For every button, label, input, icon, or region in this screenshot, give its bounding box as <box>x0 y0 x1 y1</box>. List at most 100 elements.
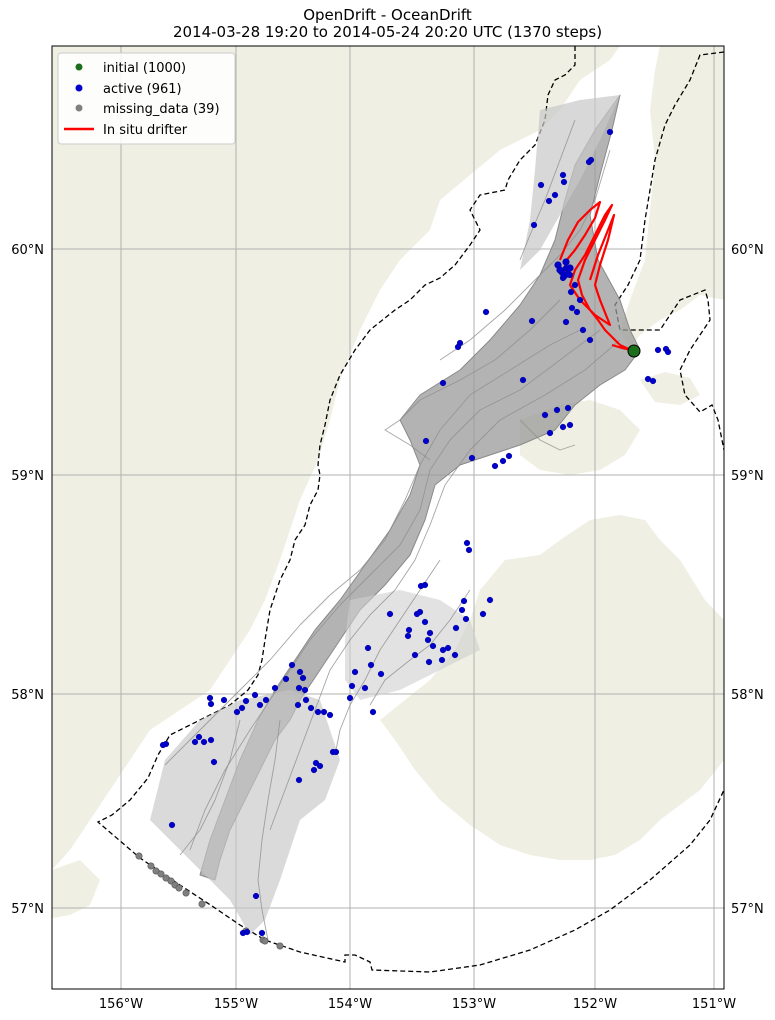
latitude-labels-right: 60°N 59°N 58°N 57°N <box>731 243 764 917</box>
active-particle <box>238 704 246 712</box>
active-particle <box>314 708 322 716</box>
active-particle <box>438 656 446 664</box>
active-particle <box>207 736 215 744</box>
missing-data-particle <box>198 900 206 908</box>
active-particle <box>262 696 270 704</box>
missing-data-particle <box>175 884 183 892</box>
active-particle <box>159 741 167 749</box>
land-kenai <box>620 46 724 350</box>
active-particle <box>649 377 657 385</box>
active-particle <box>296 668 304 676</box>
trajectory-line <box>257 719 281 941</box>
lon-label: 153°W <box>452 997 496 1012</box>
active-particle <box>332 748 340 756</box>
missing-data-particle <box>135 852 143 860</box>
active-particle <box>556 266 564 274</box>
trajectory-line <box>369 589 471 706</box>
trajectory-line <box>269 339 621 831</box>
active-particle <box>560 178 568 186</box>
legend-initial-label: initial (1000) <box>103 61 186 76</box>
active-particle <box>295 776 303 784</box>
lon-label: 152°W <box>573 997 617 1012</box>
active-particle <box>346 694 354 702</box>
lon-label: 156°W <box>99 997 143 1012</box>
active-particle <box>288 661 296 669</box>
active-particle <box>546 429 554 437</box>
active-particle <box>482 308 490 316</box>
active-particle <box>571 281 579 289</box>
active-particle <box>191 738 199 746</box>
active-particle <box>206 694 214 702</box>
active-particle <box>348 682 356 690</box>
active-particle <box>451 651 459 659</box>
active-particle <box>326 711 334 719</box>
active-particle <box>444 644 452 652</box>
active-particle <box>573 308 581 316</box>
active-particle <box>564 270 572 278</box>
active-particle <box>239 929 247 937</box>
lat-label: 60°N <box>11 243 44 258</box>
active-particle <box>405 626 413 634</box>
active-particle <box>411 651 419 659</box>
active-particle <box>195 733 203 741</box>
legend: initial (1000) active (961) missing_data… <box>57 52 236 145</box>
active-particle <box>233 708 241 716</box>
active-particle <box>439 379 447 387</box>
lat-label: 59°N <box>731 469 764 484</box>
lat-label: 60°N <box>731 243 764 258</box>
land-mainland-west <box>52 46 620 870</box>
active-particle <box>586 336 594 344</box>
active-particle <box>251 691 259 699</box>
active-particle <box>200 738 208 746</box>
active-particle <box>242 697 250 705</box>
active-particle <box>310 766 318 774</box>
latitude-labels-left: 60°N 59°N 58°N 57°N <box>11 243 44 917</box>
active-particle <box>210 758 218 766</box>
active-particle <box>559 171 567 179</box>
active-particle <box>519 376 527 384</box>
active-particle <box>541 411 549 419</box>
legend-initial-marker <box>75 63 83 71</box>
active-particle <box>271 684 279 692</box>
missing-data-particle <box>276 942 284 950</box>
active-particle <box>426 629 434 637</box>
active-particle <box>294 701 302 709</box>
initial-particle-cluster <box>627 344 641 358</box>
active-particle <box>545 197 553 205</box>
active-particle <box>562 258 570 266</box>
trajectory-spread-south <box>150 690 340 935</box>
active-particle <box>664 348 672 356</box>
active-particle <box>479 610 487 618</box>
trajectory-line <box>519 119 576 261</box>
active-particle <box>585 158 593 166</box>
missing-data-particle <box>147 862 155 870</box>
trajectory-line <box>164 329 581 766</box>
active-particle <box>454 343 462 351</box>
active-particle <box>468 454 476 462</box>
trajectory-spread-north <box>520 95 620 270</box>
active-particle <box>462 615 470 623</box>
active-particle <box>256 701 264 709</box>
active-particle <box>364 644 372 652</box>
active-particle <box>463 539 471 547</box>
active-particle <box>302 696 310 704</box>
trajectory-line <box>519 419 576 451</box>
model-domain-boundary-east <box>614 51 724 451</box>
lon-label: 151°W <box>692 997 736 1012</box>
active-particle <box>377 670 385 678</box>
active-particle <box>301 686 309 694</box>
legend-active-label: active (961) <box>103 82 182 97</box>
trajectory-line <box>439 149 611 361</box>
active-particle <box>553 406 561 414</box>
active-particle <box>460 597 468 605</box>
trajectory-bundle <box>150 94 641 941</box>
active-particle <box>559 423 567 431</box>
active-particle <box>425 658 433 666</box>
lon-label: 155°W <box>214 997 258 1012</box>
active-particle <box>307 704 315 712</box>
longitude-labels: 156°W 155°W 154°W 153°W 152°W 151°W <box>99 997 736 1012</box>
active-particle <box>386 610 394 618</box>
legend-missing-marker <box>75 104 83 112</box>
map-border <box>51 45 725 990</box>
